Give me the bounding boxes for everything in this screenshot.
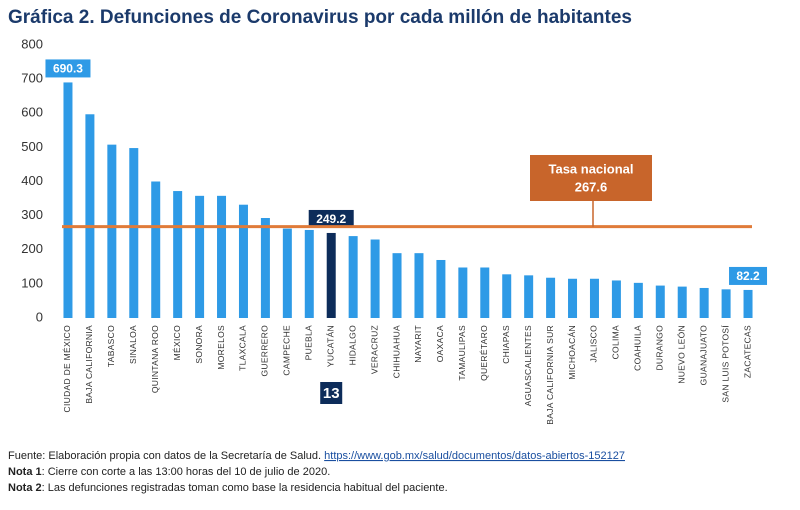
bar: [238, 204, 248, 318]
bar: [546, 277, 556, 318]
chart-title: Gráfica 2. Defunciones de Coronavirus po…: [8, 7, 632, 28]
bar: [107, 144, 117, 318]
bar: [304, 229, 314, 318]
bar: [699, 287, 709, 318]
x-tick-label: SONORA: [194, 325, 204, 364]
x-tick-label: CHIHUAHUA: [391, 325, 401, 378]
x-tick-label: PUEBLA: [304, 325, 314, 360]
value-label-box: [308, 209, 354, 228]
x-tick-label: YUCATÁN: [325, 325, 335, 367]
bar: [260, 218, 270, 318]
bar: [589, 278, 599, 318]
value-label: 249.2: [316, 212, 346, 226]
footnote-label: Fuente: [8, 450, 42, 462]
x-tick-label: GUANAJUATO: [698, 325, 708, 385]
y-tick-label: 600: [21, 105, 43, 120]
y-tick-label: 100: [21, 275, 43, 290]
x-tick-label: MÉXICO: [172, 325, 182, 360]
x-tick-label: ZACATECAS: [742, 325, 752, 378]
footnote-link: https://www.gob.mx/salud/documentos/dato…: [324, 450, 625, 462]
footnote: Nota 2: Las defunciones registradas toma…: [8, 482, 448, 494]
value-label-box: [729, 266, 768, 285]
annotation-box: [530, 155, 652, 201]
value-label-box: [45, 59, 91, 78]
footnote-text: : Cierre con corte a las 13:00 horas del…: [42, 466, 331, 478]
x-tick-label: QUINTANA ROO: [150, 325, 160, 393]
bar: [151, 181, 161, 318]
bar: [611, 280, 621, 318]
x-tick-label: MORELOS: [216, 325, 226, 370]
bar: [217, 195, 227, 318]
bar: [524, 275, 534, 318]
bar: [502, 274, 512, 318]
footnote-label: Nota 2: [8, 482, 42, 494]
x-tick-label: OAXACA: [435, 325, 445, 362]
y-tick-label: 500: [21, 139, 43, 154]
x-tick-label: COLIMA: [611, 325, 621, 359]
x-tick-label: VERACRUZ: [369, 325, 379, 374]
x-tick-label: CAMPECHE: [282, 325, 292, 376]
x-tick-label: GUERRERO: [260, 325, 270, 377]
footnote: Nota 1: Cierre con corte a las 13:00 hor…: [8, 466, 330, 478]
value-label: 690.3: [53, 62, 83, 76]
x-tick-label: AGUASCALIENTES: [523, 325, 533, 406]
rank-badge-text: 13: [323, 385, 340, 402]
y-tick-label: 300: [21, 207, 43, 222]
y-tick-label: 0: [36, 309, 43, 324]
bar: [480, 267, 490, 318]
bar: [655, 285, 665, 318]
x-tick-label: DURANGO: [655, 325, 665, 371]
bar: [63, 82, 73, 319]
bar: [392, 253, 402, 318]
x-tick-label: COAHUILA: [633, 325, 643, 371]
bar: [436, 259, 446, 318]
bar: [195, 195, 205, 318]
footnote: Fuente: Elaboración propia con datos de …: [8, 450, 625, 462]
x-tick-label: MICHOACÁN: [567, 325, 577, 380]
y-tick-label: 800: [21, 36, 43, 51]
bar: [129, 148, 139, 318]
y-tick-label: 200: [21, 241, 43, 256]
bar: [721, 289, 731, 318]
value-label: 82.2: [736, 269, 760, 283]
y-tick-label: 700: [21, 71, 43, 86]
bar: [173, 191, 183, 318]
bar: [348, 236, 358, 318]
bar: [743, 289, 753, 318]
bar: [414, 253, 424, 318]
x-tick-label: CHIAPAS: [501, 325, 511, 364]
bar: [633, 282, 643, 318]
x-tick-label: NAYARIT: [413, 325, 423, 363]
x-tick-label: CIUDAD DE MÉXICO: [62, 325, 72, 413]
x-tick-label: TABASCO: [106, 325, 116, 367]
bar: [568, 278, 578, 318]
x-tick-label: TLAXCALA: [238, 325, 248, 371]
bar: [458, 267, 468, 318]
bar: [282, 228, 292, 318]
bar: [326, 232, 336, 318]
bar: [677, 286, 687, 318]
x-tick-label: BAJA CALIFORNIA: [84, 325, 94, 404]
rank-badge: [320, 382, 343, 404]
x-tick-label: NUEVO LEÓN: [676, 325, 686, 384]
x-tick-label: SINALOA: [128, 325, 138, 364]
x-tick-label: TAMAULIPAS: [457, 325, 467, 381]
y-tick-label: 400: [21, 173, 43, 188]
bar: [370, 239, 380, 318]
annotation-label: Tasa nacional: [548, 161, 633, 176]
x-tick-label: BAJA CALIFORNIA SUR: [545, 325, 555, 425]
footnote-label: Nota 1: [8, 466, 42, 478]
footnote-text: : Elaboración propia con datos de la Sec…: [42, 450, 324, 462]
annotation-value: 267.6: [575, 179, 608, 194]
x-tick-label: JALISCO: [589, 325, 599, 363]
x-tick-label: SAN LUIS POTOSÍ: [720, 325, 730, 403]
footnote-text: : Las defunciones registradas toman como…: [42, 482, 448, 494]
x-tick-label: QUERÉTARO: [479, 325, 489, 381]
x-tick-label: HIDALGO: [347, 325, 357, 365]
bar: [85, 114, 95, 319]
